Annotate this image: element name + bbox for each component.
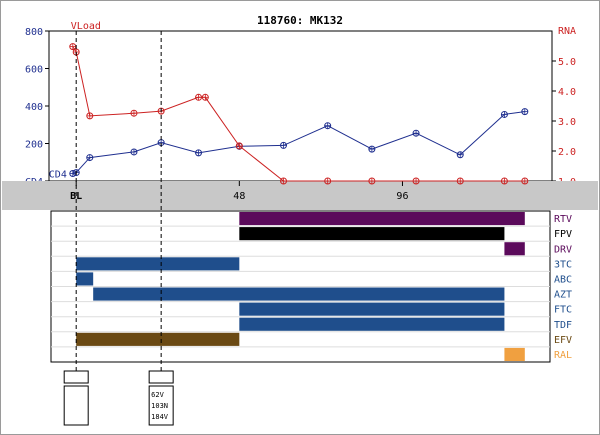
genotype-mutation-box (148, 385, 174, 426)
x-axis-tick-label: 96 (396, 191, 408, 202)
drug-label-ral: RAL (554, 350, 572, 361)
genotype-header-box (148, 370, 174, 384)
genotype-mutation-label: 103N (151, 402, 168, 410)
drug-bar-abc (76, 272, 94, 286)
right-axis-label: RNA (558, 26, 576, 37)
series-line-vload (72, 46, 525, 182)
left-axis-tick-label: 200 (25, 140, 43, 151)
drug-bar-ftc (239, 302, 505, 316)
drug-bar-efv (76, 332, 240, 346)
drug-label-ftc: FTC (554, 305, 572, 316)
genotype-mutation-box (63, 385, 89, 426)
drug-label-rtv: RTV (554, 214, 572, 225)
right-axis-tick-label: 2.0 (558, 147, 576, 158)
drug-label-fpv: FPV (554, 229, 572, 240)
drug-bar-3tc (76, 257, 240, 271)
genotype-mutation-label: 184V (151, 413, 169, 421)
genotype-mutation-label: 62V (151, 391, 164, 399)
right-axis-tick-label: 4.0 (558, 87, 576, 98)
right-axis-tick-label: 5.0 (558, 57, 576, 68)
drug-label-drv: DRV (554, 244, 572, 255)
drug-bar-rtv (239, 212, 525, 226)
drug-bar-drv (504, 242, 525, 256)
left-axis-tick-label: 800 (25, 27, 43, 38)
series-label-cd4: CD4 (49, 170, 67, 181)
plot-area (48, 30, 553, 182)
drug-label-3tc: 3TC (554, 259, 572, 270)
series-label-vload: VLoad (71, 21, 101, 32)
time-axis-band (2, 181, 598, 210)
chart-title: 118760: MK132 (257, 14, 343, 27)
drug-bar-tdf (239, 317, 505, 331)
left-axis-tick-label: 400 (25, 102, 43, 113)
drug-label-abc: ABC (554, 275, 572, 286)
drug-label-efv: EFV (554, 335, 572, 346)
drug-label-azt: AZT (554, 290, 572, 301)
x-axis-tick-label: 48 (233, 191, 245, 202)
drug-bar-azt (93, 287, 505, 301)
drug-bar-fpv (239, 227, 505, 241)
drug-label-tdf: TDF (554, 320, 572, 331)
series-line-cd4 (72, 111, 525, 174)
right-axis-tick-label: 3.0 (558, 117, 576, 128)
genotype-header-box (63, 370, 89, 384)
x-axis-tick-label: BL (70, 191, 82, 202)
drug-bar-ral (504, 347, 525, 361)
left-axis-tick-label: 600 (25, 65, 43, 76)
